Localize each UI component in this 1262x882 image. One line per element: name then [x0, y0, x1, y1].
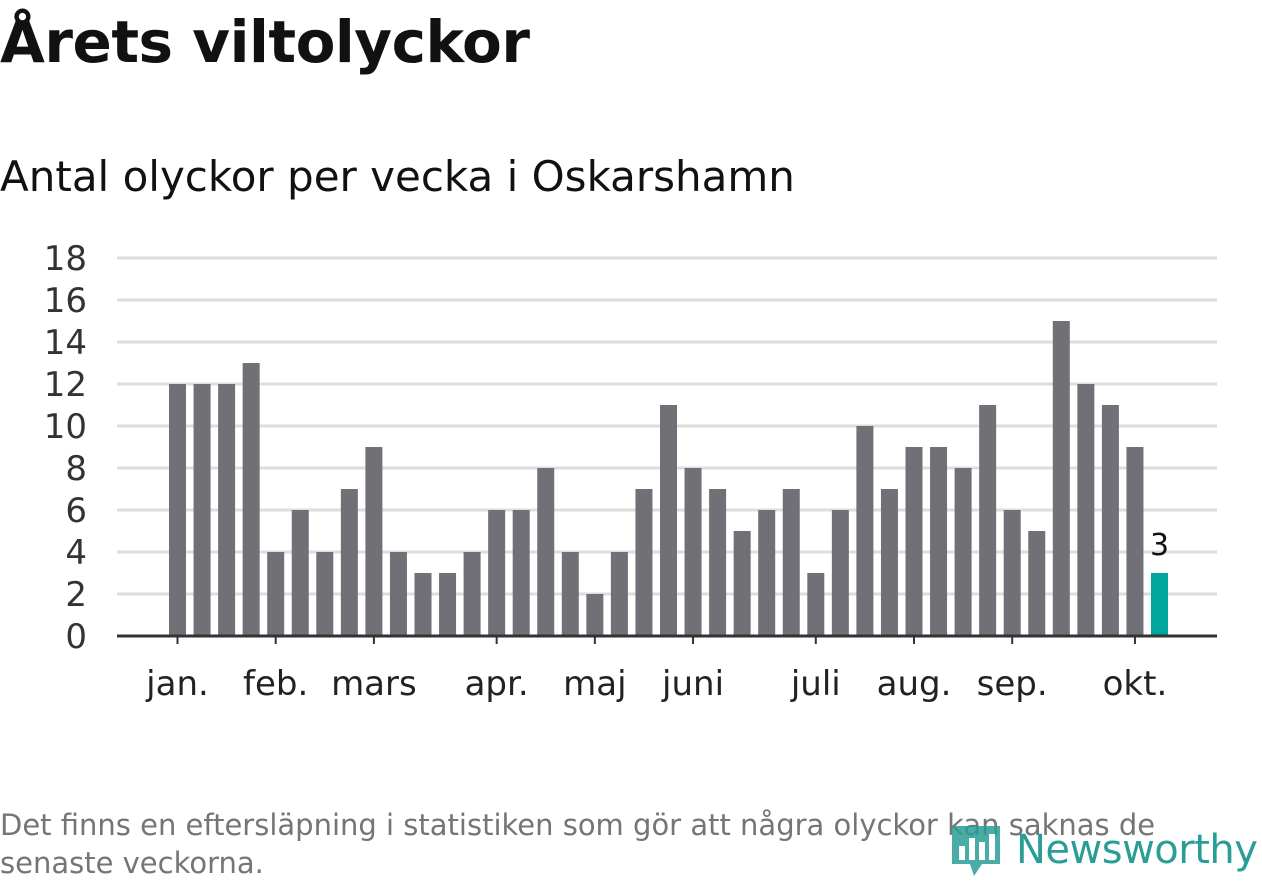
bar: [414, 573, 432, 636]
bar: [365, 447, 383, 636]
x-tick-label: juli: [790, 664, 841, 704]
bar: [340, 489, 358, 636]
bar: [1126, 447, 1144, 636]
bar: [831, 510, 849, 636]
bar: [218, 384, 236, 636]
x-tick-label: feb.: [243, 664, 308, 704]
x-tick-label: jan.: [145, 664, 209, 704]
y-tick-label: 10: [44, 407, 87, 447]
bar: [512, 510, 530, 636]
y-tick-label: 16: [44, 281, 87, 321]
bar: [267, 552, 285, 636]
bar: [684, 468, 702, 636]
data-labels: 3: [1150, 528, 1169, 563]
chart-subtitle: Antal olyckor per vecka i Oskarshamn: [0, 152, 795, 201]
bar: [610, 552, 628, 636]
bar: [660, 405, 677, 636]
y-tick-label: 8: [65, 449, 87, 489]
y-tick-label: 12: [44, 365, 87, 405]
y-tick-label: 0: [65, 617, 87, 657]
bar: [807, 573, 825, 636]
bar: [1028, 531, 1046, 636]
bar: [635, 489, 653, 636]
y-tick-label: 18: [44, 239, 87, 279]
y-tick-label: 14: [44, 323, 87, 363]
bar: [193, 384, 211, 636]
x-axis-ticks: jan. feb. mars apr. maj juni juli aug. sep. okt.: [145, 636, 1167, 704]
bar: [1101, 405, 1119, 636]
bar: [930, 447, 948, 636]
bar: [954, 468, 972, 636]
x-tick-label: maj: [563, 664, 626, 704]
bar: [1003, 510, 1021, 636]
bars: [169, 321, 1168, 636]
bar: [561, 552, 579, 636]
bar: [905, 447, 923, 636]
x-tick-label: juni: [661, 664, 724, 704]
bar: [169, 384, 186, 636]
bar: [463, 552, 481, 636]
newsworthy-chart-icon: [952, 826, 1000, 876]
x-tick-label: aug.: [877, 664, 952, 704]
y-tick-label: 4: [65, 533, 87, 573]
bar: [782, 489, 800, 636]
newsworthy-logo: Newsworthy: [948, 820, 1258, 880]
bar: [758, 510, 776, 636]
logo-text: Newsworthy: [1016, 827, 1258, 873]
bar: [1052, 321, 1070, 636]
x-tick-label: mars: [331, 664, 417, 704]
bar: [856, 426, 874, 636]
bar: [242, 363, 260, 636]
y-tick-label: 2: [65, 575, 87, 615]
bar-highlight: [1151, 573, 1168, 636]
bar: [979, 405, 997, 636]
x-tick-label: sep.: [977, 664, 1048, 704]
bar: [709, 489, 727, 636]
data-label: 3: [1150, 528, 1169, 563]
bar: [733, 531, 751, 636]
x-tick-label: okt.: [1103, 664, 1168, 704]
bar: [537, 468, 555, 636]
bar: [316, 552, 334, 636]
bar: [389, 552, 407, 636]
x-tick-label: apr.: [465, 664, 529, 704]
bar: [586, 594, 604, 636]
bar: [880, 489, 898, 636]
chart-title: Årets viltolyckor: [0, 8, 530, 76]
y-tick-label: 6: [65, 491, 87, 531]
bar: [488, 510, 506, 636]
bar: [1077, 384, 1095, 636]
bar: [291, 510, 309, 636]
bar: [439, 573, 457, 636]
